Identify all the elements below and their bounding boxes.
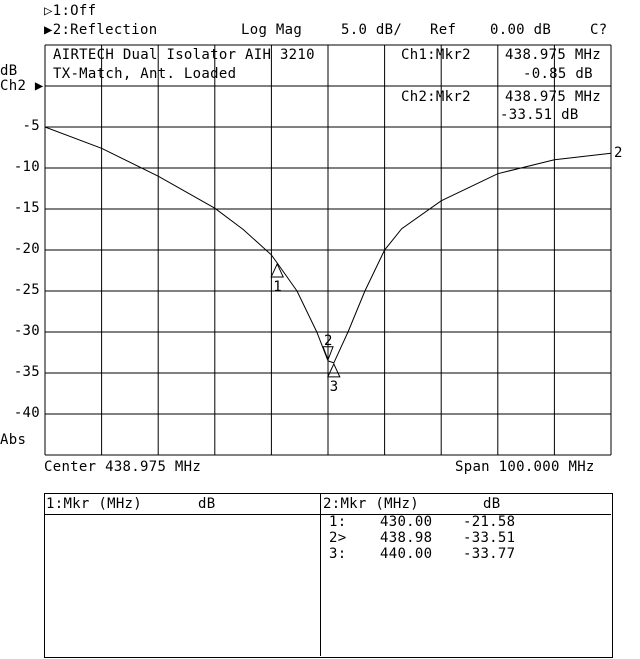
y-tick-label: -35 — [13, 364, 40, 380]
plot-title-line1: AIRTECH Dual Isolator AIH 3210 — [53, 47, 315, 63]
y-tick-label: -20 — [13, 241, 40, 257]
marker-row-freq: 430.00 — [380, 514, 433, 530]
ch1-table-header-freq: 1:Mkr (MHz) — [46, 496, 143, 512]
marker-row-db: -21.58 — [463, 514, 516, 530]
abs-label: Abs — [0, 432, 27, 448]
span-frequency: Span 100.000 MHz — [455, 459, 595, 475]
marker-row-id: 2> — [329, 530, 347, 546]
marker-label: 1 — [273, 279, 281, 295]
graticule — [44, 44, 612, 456]
marker-triangle-down-icon — [322, 346, 334, 362]
marker-1[interactable]: 1 — [270, 262, 284, 295]
marker-triangle-up-icon — [270, 262, 284, 278]
y-tick-label: -30 — [13, 323, 40, 339]
marker-table-divider — [44, 514, 611, 515]
ch2-table-header-db: dB — [483, 496, 501, 512]
marker-table-split — [320, 493, 321, 656]
y-unit-label: dB — [0, 63, 18, 79]
marker-table — [44, 493, 613, 658]
y-tick-label: -5 — [22, 118, 40, 134]
trace-end-label: 2 — [614, 145, 623, 161]
channel2-status: ▶2:Reflection — [44, 22, 158, 38]
ch2-marker-value: -33.51 dB — [500, 107, 579, 123]
format-label: Log Mag — [241, 22, 303, 38]
ch1-marker-freq: 438.975 MHz — [505, 47, 602, 63]
y-tick-label: -25 — [13, 282, 40, 298]
y-tick-label: -40 — [13, 405, 40, 421]
y-tick-label: -15 — [13, 200, 40, 216]
marker-2[interactable]: 2 — [322, 333, 334, 362]
marker-row-id: 3: — [329, 546, 347, 562]
channel-ref-label: Ch2 ▶ — [0, 78, 44, 94]
marker-row-id: 1: — [329, 514, 347, 530]
channel1-status: ▷1:Off — [44, 3, 97, 19]
y-tick-label: -10 — [13, 159, 40, 175]
ref-label: Ref — [430, 22, 457, 38]
scale-label: 5.0 dB/ — [341, 22, 403, 38]
marker-row-freq: 438.98 — [380, 530, 433, 546]
plot-title-line2: TX-Match, Ant. Loaded — [53, 66, 237, 82]
cal-status: C? — [590, 22, 608, 38]
marker-row-db: -33.77 — [463, 546, 516, 562]
marker-row-db: -33.51 — [463, 530, 516, 546]
ch1-marker-value: -0.85 dB — [523, 66, 593, 82]
ch2-table-header-freq: 2:Mkr (MHz) — [323, 496, 420, 512]
marker-3[interactable]: 3 — [327, 362, 341, 395]
ch2-marker-label: Ch2:Mkr2 — [401, 89, 471, 105]
ch1-marker-label: Ch1:Mkr2 — [401, 47, 471, 63]
ch2-marker-freq: 438.975 MHz — [505, 89, 602, 105]
center-frequency: Center 438.975 MHz — [44, 459, 202, 475]
ref-value: 0.00 dB — [490, 22, 552, 38]
marker-row-freq: 440.00 — [380, 546, 433, 562]
marker-triangle-up-icon — [327, 362, 341, 378]
marker-label: 2 — [324, 333, 332, 349]
marker-label: 3 — [330, 379, 338, 395]
ch1-table-header-db: dB — [198, 496, 216, 512]
